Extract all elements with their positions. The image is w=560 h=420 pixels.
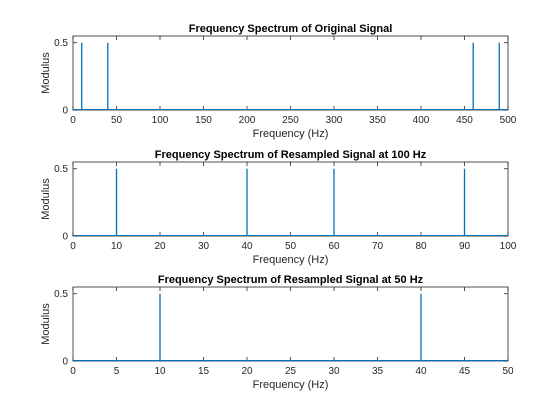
x-tick-label: 90	[459, 241, 471, 252]
x-tick-label: 10	[111, 241, 123, 252]
x-tick-label: 20	[154, 241, 166, 252]
x-tick-label: 40	[415, 366, 427, 377]
axes-box	[72, 161, 509, 237]
x-tick-label: 100	[500, 241, 517, 252]
subplot-2: Frequency Spectrum of Resampled Signal a…	[40, 149, 517, 266]
x-tick-label: 200	[239, 115, 256, 126]
x-tick-label: 0	[70, 366, 76, 377]
x-tick-label: 250	[282, 115, 299, 126]
x-axis-label: Frequency (Hz)	[253, 128, 329, 140]
x-tick-label: 0	[70, 241, 76, 252]
x-tick-label: 5	[114, 366, 120, 377]
x-tick-label: 20	[241, 366, 253, 377]
y-axis-label: Modulus	[40, 52, 52, 94]
x-tick-label: 25	[285, 366, 297, 377]
y-tick-label: 0.5	[54, 38, 68, 49]
x-axis-label: Frequency (Hz)	[253, 254, 329, 266]
x-tick-label: 50	[502, 366, 514, 377]
x-tick-label: 150	[195, 115, 212, 126]
x-tick-label: 50	[285, 241, 297, 252]
x-tick-label: 35	[372, 366, 384, 377]
x-tick-label: 80	[415, 241, 427, 252]
x-tick-label: 450	[456, 115, 473, 126]
x-tick-label: 60	[328, 241, 340, 252]
axes-box	[72, 35, 509, 111]
x-tick-label: 100	[152, 115, 169, 126]
x-tick-label: 15	[198, 366, 210, 377]
x-tick-label: 30	[198, 241, 210, 252]
axes-box	[72, 286, 509, 362]
x-tick-label: 30	[328, 366, 340, 377]
y-tick-label: 0.5	[54, 289, 68, 300]
x-axis-label: Frequency (Hz)	[253, 379, 329, 391]
subplot-3: Frequency Spectrum of Resampled Signal a…	[40, 274, 514, 391]
x-tick-label: 40	[241, 241, 253, 252]
x-tick-label: 50	[111, 115, 123, 126]
subplot-1: Frequency Spectrum of Original Signal 0 50…	[40, 23, 517, 140]
y-tick-label: 0	[62, 106, 68, 117]
x-tick-label: 0	[70, 115, 76, 126]
x-tick-label: 500	[500, 115, 517, 126]
chart-title: Frequency Spectrum of Resampled Signal a…	[158, 274, 424, 286]
y-tick-label: 0.5	[54, 164, 68, 175]
x-tick-label: 10	[154, 366, 166, 377]
x-tick-label: 70	[372, 241, 384, 252]
x-tick-label: 45	[459, 366, 471, 377]
y-tick-label: 0	[62, 357, 68, 368]
chart-title: Frequency Spectrum of Original Signal	[189, 23, 393, 35]
y-tick-label: 0	[62, 232, 68, 243]
x-tick-label: 400	[413, 115, 430, 126]
y-axis-label: Modulus	[40, 178, 52, 220]
x-tick-label: 300	[326, 115, 343, 126]
y-axis-label: Modulus	[40, 303, 52, 345]
chart-title: Frequency Spectrum of Resampled Signal a…	[155, 149, 427, 161]
x-tick-label: 350	[369, 115, 386, 126]
